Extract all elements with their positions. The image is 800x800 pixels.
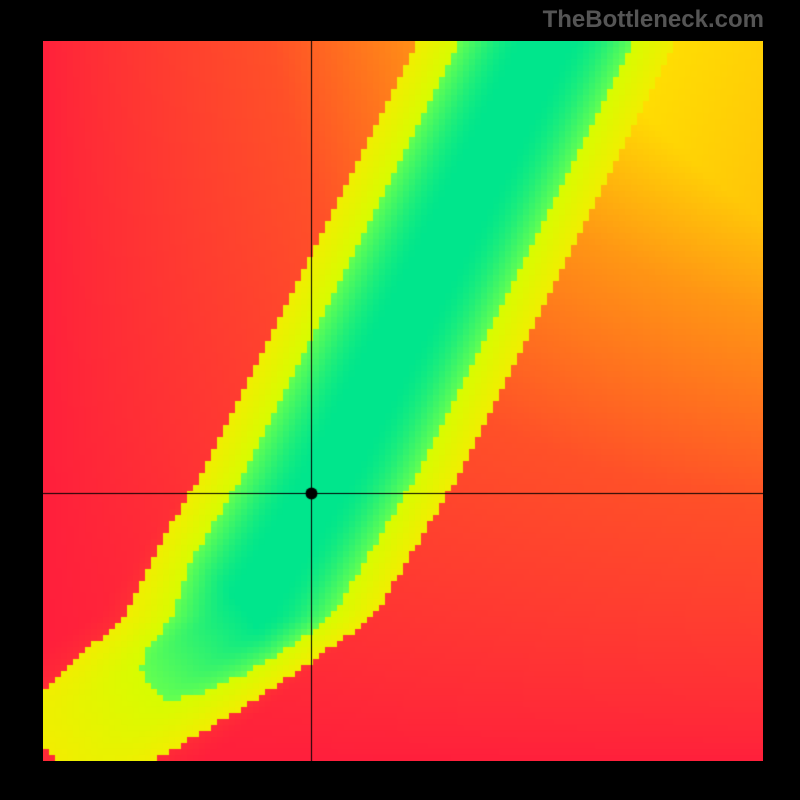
chart-container: { "attribution": { "text": "TheBottlenec… [0, 0, 800, 800]
bottleneck-heatmap [43, 41, 763, 761]
attribution-text: TheBottleneck.com [543, 6, 764, 34]
